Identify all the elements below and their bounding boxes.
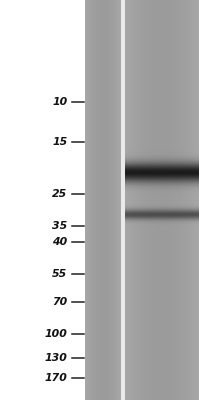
Text: 100: 100 xyxy=(44,329,67,339)
Text: 10: 10 xyxy=(52,97,67,107)
Text: 70: 70 xyxy=(52,297,67,307)
Text: 55: 55 xyxy=(52,269,67,279)
Text: 130: 130 xyxy=(44,353,67,363)
Text: 35: 35 xyxy=(52,221,67,231)
Text: 25: 25 xyxy=(52,189,67,199)
Text: 170: 170 xyxy=(44,373,67,383)
Text: 15: 15 xyxy=(52,137,67,147)
Text: 40: 40 xyxy=(52,237,67,247)
